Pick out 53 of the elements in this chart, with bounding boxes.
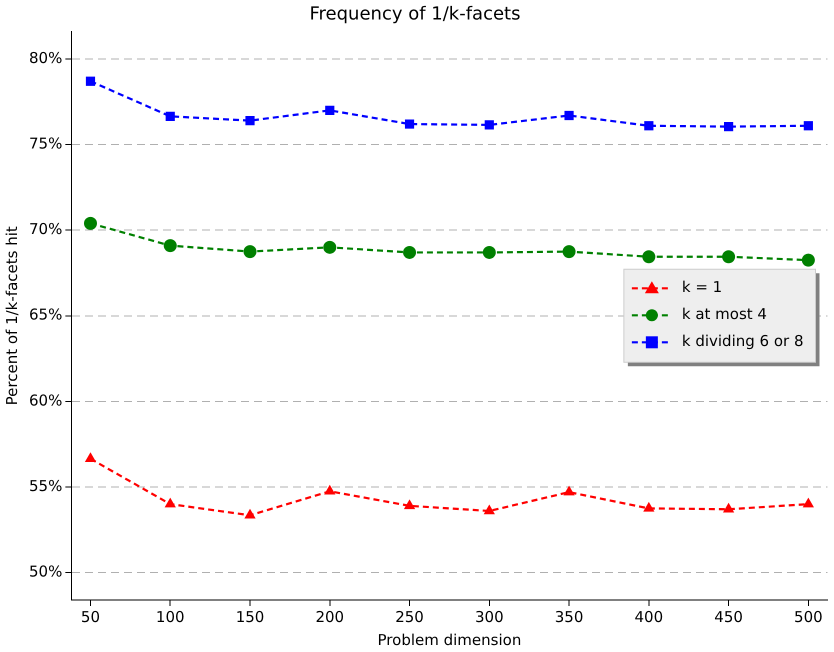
point (403, 246, 416, 259)
y-tick-label: 80% (28, 48, 62, 67)
point (724, 122, 734, 132)
point (642, 250, 656, 264)
x-tick-label: 500 (794, 608, 823, 626)
point (404, 499, 416, 510)
x-tick-label: 400 (634, 608, 664, 626)
point (166, 112, 175, 121)
legend-label: k dividing 6 or 8 (682, 332, 804, 350)
x-tick-label: 200 (315, 608, 344, 626)
point (562, 245, 576, 258)
point (482, 246, 496, 259)
point (564, 110, 574, 120)
point (404, 119, 414, 129)
point (244, 508, 256, 519)
x-tick-label: 50 (80, 608, 100, 626)
x-tick-label: 450 (714, 608, 743, 626)
point (802, 254, 815, 267)
point (484, 504, 495, 514)
point (484, 120, 494, 130)
x-tick-label: 100 (156, 608, 185, 626)
x-tick-label: 150 (236, 608, 264, 626)
point (643, 502, 654, 512)
point (324, 484, 336, 495)
point (644, 121, 654, 130)
y-tick-label: 70% (28, 220, 62, 238)
point (563, 486, 575, 496)
y-axis-title: Percent of 1/k-facets hit (2, 226, 21, 406)
point (244, 245, 257, 258)
point (722, 250, 736, 264)
point (164, 239, 177, 252)
point (245, 116, 255, 126)
y-tick-label: 75% (28, 134, 62, 152)
point (804, 121, 813, 130)
point (86, 76, 96, 86)
point (84, 216, 97, 230)
y-tick-label: 65% (28, 306, 62, 324)
y-tick-label: 60% (28, 391, 62, 410)
legend-label: k at most 4 (682, 305, 767, 324)
x-axis-title: Problem dimension (378, 630, 522, 649)
point (325, 106, 334, 115)
y-tick-label: 50% (28, 562, 62, 580)
point (802, 498, 814, 508)
x-tick-label: 350 (554, 608, 584, 626)
point (164, 498, 176, 508)
y-tick-label: 55% (28, 476, 62, 495)
x-tick-label: 300 (474, 608, 504, 626)
point (84, 452, 96, 462)
legend-label: k = 1 (682, 278, 722, 296)
point (323, 240, 336, 254)
point (722, 502, 734, 513)
chart-title: Frequency of 1/k-facets (310, 3, 520, 24)
x-tick-label: 250 (395, 608, 424, 626)
